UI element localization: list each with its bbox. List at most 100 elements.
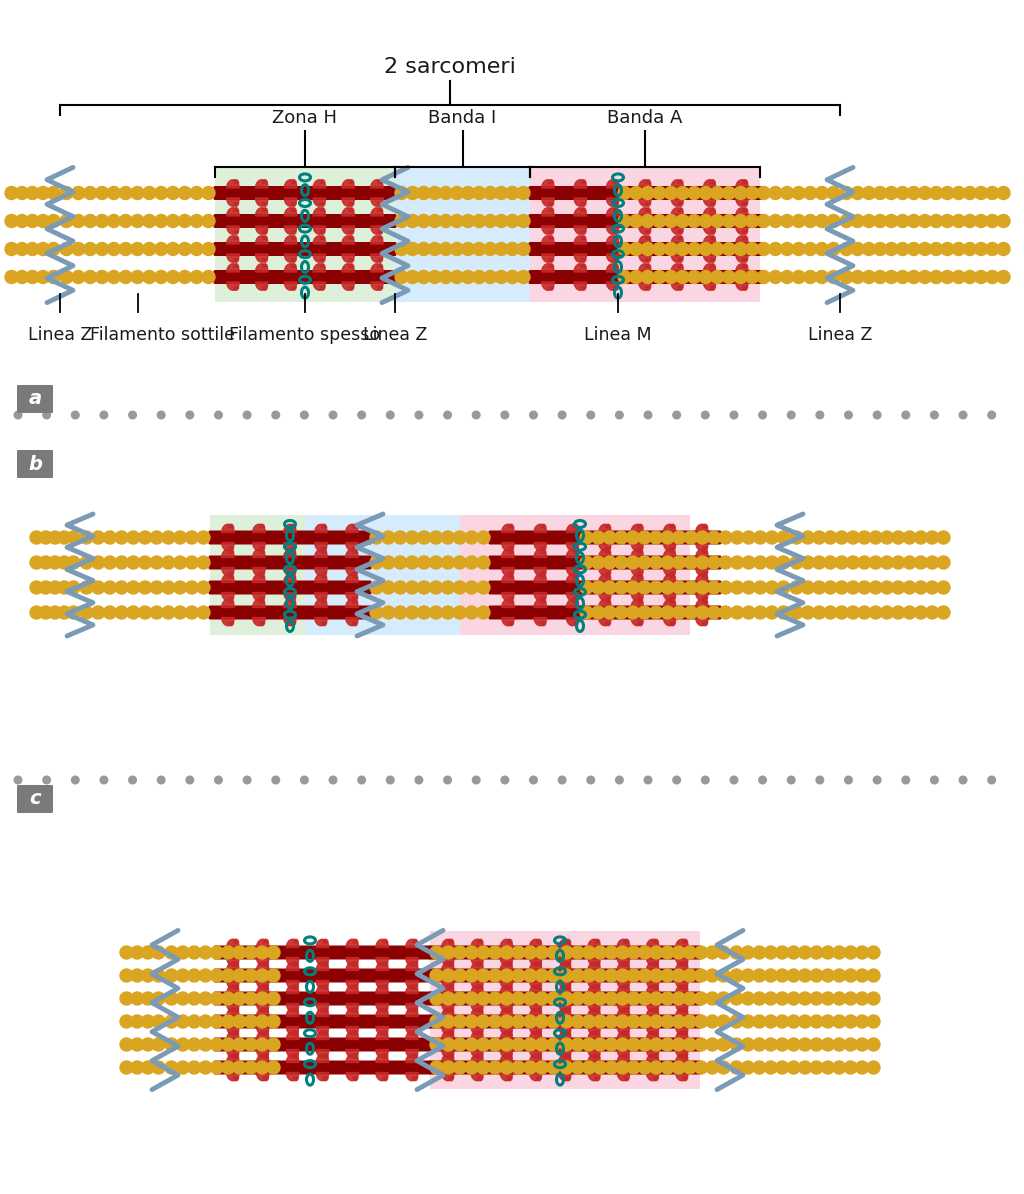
Circle shape — [15, 271, 29, 283]
Polygon shape — [313, 254, 326, 263]
Polygon shape — [646, 985, 659, 993]
Polygon shape — [413, 940, 418, 943]
Circle shape — [92, 581, 104, 593]
Circle shape — [810, 1061, 823, 1073]
Circle shape — [95, 186, 109, 199]
Polygon shape — [285, 198, 297, 207]
Circle shape — [187, 1061, 201, 1073]
Polygon shape — [535, 599, 547, 608]
Circle shape — [885, 242, 898, 256]
Circle shape — [501, 776, 509, 783]
Circle shape — [167, 215, 179, 228]
Polygon shape — [541, 574, 546, 578]
Polygon shape — [352, 597, 357, 601]
Circle shape — [26, 242, 39, 256]
Polygon shape — [549, 180, 554, 184]
Polygon shape — [322, 572, 327, 576]
Polygon shape — [617, 1072, 630, 1081]
Polygon shape — [537, 1054, 542, 1058]
Circle shape — [26, 215, 39, 228]
Circle shape — [649, 556, 663, 570]
Circle shape — [454, 1038, 466, 1051]
Polygon shape — [631, 599, 644, 608]
Circle shape — [741, 992, 755, 1005]
Polygon shape — [353, 940, 358, 943]
Polygon shape — [613, 264, 618, 267]
Circle shape — [775, 970, 788, 981]
Polygon shape — [228, 549, 233, 553]
Polygon shape — [541, 597, 546, 601]
Polygon shape — [471, 1054, 483, 1063]
Polygon shape — [678, 258, 683, 263]
Circle shape — [441, 1038, 455, 1051]
Polygon shape — [566, 524, 579, 533]
Circle shape — [155, 215, 168, 228]
Polygon shape — [606, 208, 618, 216]
Polygon shape — [316, 1003, 329, 1011]
Polygon shape — [226, 1008, 240, 1016]
Circle shape — [72, 215, 85, 228]
Circle shape — [699, 242, 713, 256]
Circle shape — [753, 1015, 766, 1028]
Circle shape — [754, 556, 767, 570]
Circle shape — [329, 776, 337, 783]
Circle shape — [688, 242, 700, 256]
Polygon shape — [257, 1050, 269, 1058]
Circle shape — [937, 556, 950, 570]
Polygon shape — [695, 524, 709, 533]
Polygon shape — [595, 985, 600, 989]
Polygon shape — [595, 940, 600, 943]
Polygon shape — [260, 547, 264, 550]
Circle shape — [919, 242, 932, 256]
Circle shape — [618, 271, 631, 283]
Circle shape — [120, 1061, 133, 1073]
Polygon shape — [507, 1077, 512, 1081]
Circle shape — [441, 1061, 455, 1073]
Polygon shape — [471, 985, 483, 993]
Circle shape — [465, 992, 478, 1005]
Polygon shape — [595, 1030, 600, 1035]
Circle shape — [851, 271, 864, 283]
Circle shape — [758, 242, 770, 256]
Polygon shape — [353, 985, 358, 989]
Circle shape — [754, 607, 767, 618]
Circle shape — [357, 411, 366, 419]
Circle shape — [428, 186, 441, 199]
Circle shape — [233, 970, 246, 981]
Polygon shape — [676, 1072, 688, 1081]
Polygon shape — [287, 1050, 299, 1058]
Circle shape — [583, 946, 595, 959]
Polygon shape — [471, 1072, 483, 1081]
Circle shape — [790, 531, 803, 544]
Polygon shape — [260, 622, 264, 626]
Polygon shape — [695, 542, 709, 550]
Circle shape — [649, 581, 663, 593]
Circle shape — [769, 271, 782, 283]
Circle shape — [488, 992, 502, 1005]
Polygon shape — [645, 287, 650, 290]
Polygon shape — [703, 254, 716, 263]
Polygon shape — [287, 1072, 299, 1081]
Polygon shape — [371, 282, 383, 290]
Circle shape — [673, 581, 686, 593]
Polygon shape — [735, 180, 749, 187]
FancyBboxPatch shape — [17, 450, 53, 478]
Circle shape — [174, 581, 186, 593]
Polygon shape — [631, 524, 644, 533]
Polygon shape — [291, 524, 296, 528]
Polygon shape — [565, 940, 570, 943]
Circle shape — [100, 411, 108, 419]
Polygon shape — [588, 1003, 600, 1011]
Polygon shape — [581, 235, 586, 240]
Circle shape — [185, 556, 199, 570]
Circle shape — [37, 215, 49, 228]
Polygon shape — [353, 985, 358, 989]
Circle shape — [477, 556, 490, 570]
Circle shape — [47, 271, 60, 283]
Polygon shape — [625, 940, 629, 943]
Circle shape — [758, 271, 770, 283]
Polygon shape — [226, 1072, 240, 1081]
Polygon shape — [581, 230, 586, 234]
Polygon shape — [617, 958, 630, 966]
Polygon shape — [549, 203, 554, 207]
